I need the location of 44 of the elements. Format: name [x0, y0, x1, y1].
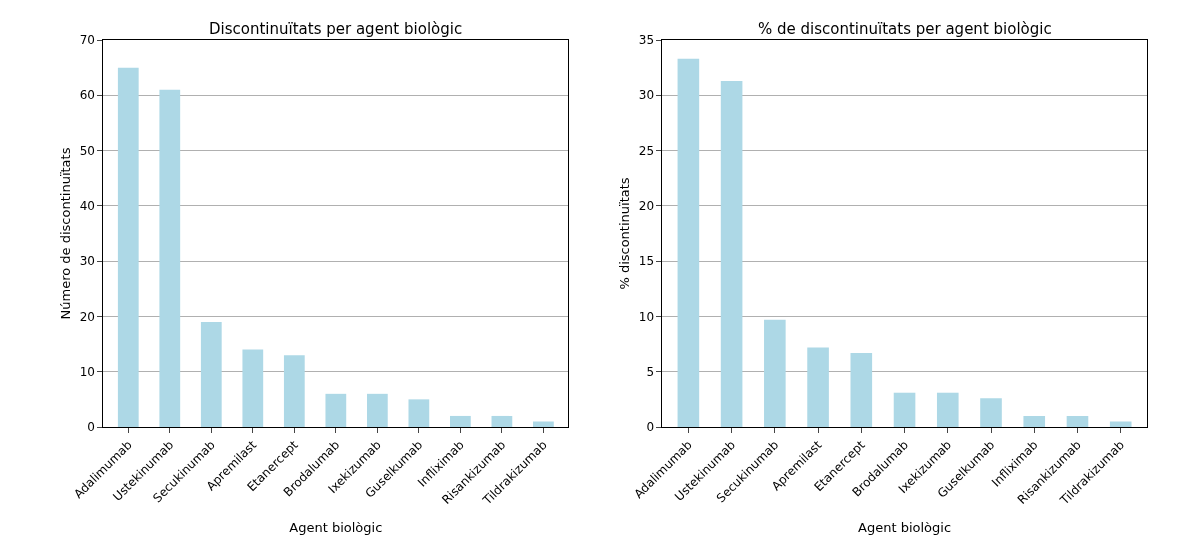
bar: [117, 67, 139, 427]
x-axis-title: Agent biològic: [858, 519, 952, 535]
bar: [936, 392, 959, 427]
y-tick-label: 25: [638, 143, 655, 158]
bar: [850, 352, 873, 427]
bar: [980, 398, 1002, 427]
y-tick-label: 20: [638, 199, 655, 214]
x-axis-title: Agent biològic: [289, 519, 383, 535]
bar: [1109, 421, 1132, 427]
bar: [159, 89, 181, 427]
bar: [764, 319, 786, 427]
bar: [807, 347, 829, 427]
y-tick-label: 60: [79, 88, 95, 103]
y-tick-label: 5: [646, 364, 655, 379]
bar: [720, 80, 743, 427]
chart-title: Discontinuïtats per agent biològic: [209, 20, 463, 38]
bar: [325, 393, 347, 427]
bar: [491, 415, 513, 427]
bar: [366, 393, 388, 427]
bar: [677, 58, 700, 427]
y-tick-label: 15: [638, 254, 655, 269]
y-tick-label: 50: [79, 143, 95, 158]
chart-title: % de discontinuïtats per agent biològic: [758, 20, 1052, 38]
y-tick-label: 20: [79, 309, 95, 324]
y-tick-label: 0: [87, 420, 95, 435]
bar: [533, 421, 554, 427]
y-tick-label: 35: [638, 33, 655, 48]
bar: [1066, 415, 1089, 427]
bar: [408, 399, 430, 427]
y-tick-label: 30: [638, 88, 655, 103]
bar: [200, 321, 222, 427]
y-tick-label: 0: [646, 420, 655, 435]
bar: [893, 392, 916, 427]
y-axis-title: % discontinuïtats: [616, 177, 632, 290]
bar: [242, 349, 264, 427]
bar: [283, 355, 305, 427]
y-axis-title: Número de discontinuïtats: [57, 147, 73, 320]
y-tick-label: 30: [79, 254, 95, 269]
y-tick-label: 70: [79, 33, 95, 48]
bar: [1023, 415, 1046, 427]
y-tick-label: 10: [638, 309, 655, 324]
y-tick-label: 10: [79, 364, 95, 379]
bar: [450, 415, 471, 427]
y-tick-label: 40: [79, 199, 95, 214]
